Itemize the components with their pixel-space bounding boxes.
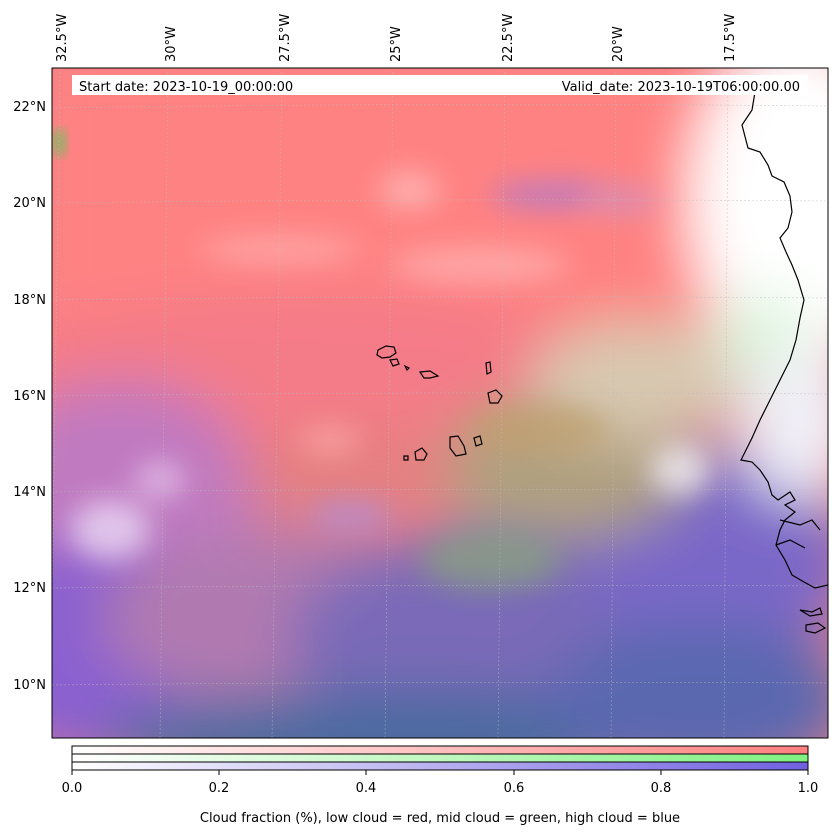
colorbar-tick-1: 0.2 — [209, 781, 230, 796]
lon-label-25w: 25°W — [389, 26, 404, 62]
africa-coastline — [740, 79, 828, 589]
colorbar-mid-cloud — [72, 754, 808, 762]
colorbar-high-cloud — [72, 762, 808, 770]
map-frame — [51, 67, 829, 739]
lon-label-30w: 30°W — [164, 26, 179, 62]
colorbar-tick-3: 0.6 — [504, 781, 525, 796]
lat-label-14n: 14°N — [13, 485, 46, 500]
lat-label-18n: 18°N — [13, 293, 46, 308]
start-date: Start date: 2023-10-19_00:00:00 — [79, 80, 293, 95]
colorbar-label: Cloud fraction (%), low cloud = red, mid… — [200, 811, 680, 826]
lat-label-16n: 16°N — [13, 389, 46, 404]
lon-label-22-5w: 22.5°W — [501, 14, 516, 62]
colorbar-tick-2: 0.4 — [356, 781, 377, 796]
colorbar: 0.0 0.2 0.4 0.6 0.8 1.0 Cloud fraction (… — [62, 745, 819, 826]
colorbar-tick-5: 1.0 — [798, 781, 819, 796]
graticule — [52, 68, 828, 738]
date-header-box — [72, 75, 808, 95]
coastline — [740, 79, 828, 634]
colorbar-tick-4: 0.8 — [651, 781, 672, 796]
colorbar-tick-0: 0.0 — [62, 781, 83, 796]
colorbar-frame — [71, 745, 809, 771]
lon-label-27-5w: 27.5°W — [278, 14, 293, 62]
lat-label-10n: 10°N — [13, 678, 46, 693]
lon-label-32-5w: 32.5°W — [55, 14, 70, 62]
lat-label-12n: 12°N — [13, 581, 46, 596]
lon-label-17-5w: 17.5°W — [723, 14, 738, 62]
cape-verde-islands — [376, 345, 503, 461]
lon-label-20w: 20°W — [611, 26, 626, 62]
lat-label-22n: 22°N — [13, 100, 46, 115]
lat-label-20n: 20°N — [13, 196, 46, 211]
longitude-labels: 32.5°W 30°W 27.5°W 25°W 22.5°W 20°W 17.5… — [55, 14, 738, 62]
latitude-labels: 22°N 20°N 18°N 16°N 14°N 12°N 10°N — [13, 100, 46, 693]
valid-date: Valid_date: 2023-10-19T06:00:00.00 — [562, 80, 800, 95]
cloud-fraction-field — [52, 68, 828, 738]
colorbar-low-cloud — [72, 746, 808, 754]
